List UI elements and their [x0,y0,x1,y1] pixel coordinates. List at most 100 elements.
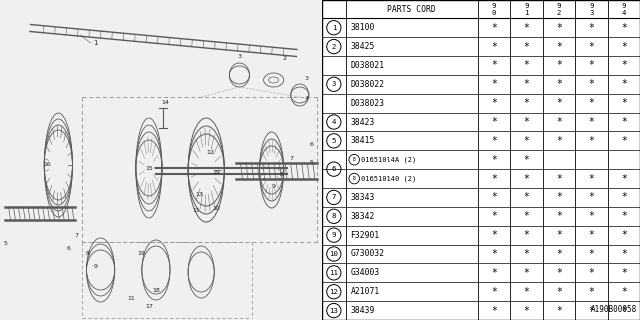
Text: 11: 11 [330,270,339,276]
Text: *: * [524,117,529,127]
Text: *: * [556,211,562,221]
Text: 5: 5 [3,241,7,246]
Text: *: * [588,117,595,127]
Text: *: * [524,155,529,165]
Text: 1: 1 [332,25,336,31]
Text: *: * [524,42,529,52]
Text: *: * [588,268,595,278]
Text: 38100: 38100 [351,23,375,32]
Text: 10: 10 [330,251,339,257]
Text: 9: 9 [332,232,336,238]
Text: 9: 9 [557,3,561,9]
Text: 4: 4 [332,119,336,125]
Text: *: * [491,98,497,108]
Text: *: * [491,42,497,52]
Text: *: * [621,230,627,240]
Text: *: * [524,173,529,184]
Text: 38343: 38343 [351,193,375,202]
Text: *: * [621,60,627,70]
Text: *: * [556,117,562,127]
Text: 7: 7 [290,156,294,161]
Text: 1: 1 [524,10,529,16]
Text: *: * [491,155,497,165]
Text: *: * [621,79,627,89]
Text: B: B [353,176,356,181]
Text: *: * [588,60,595,70]
Text: 14: 14 [161,100,169,106]
Text: 3: 3 [589,10,593,16]
Text: 9: 9 [524,3,529,9]
Text: *: * [524,268,529,278]
Text: *: * [524,249,529,259]
Text: *: * [621,136,627,146]
Text: 6: 6 [67,246,70,251]
Text: *: * [524,60,529,70]
Text: *: * [588,211,595,221]
Text: *: * [621,287,627,297]
Text: *: * [524,306,529,316]
Text: *: * [491,268,497,278]
Text: *: * [556,306,562,316]
Text: 4: 4 [305,95,309,100]
Text: *: * [621,173,627,184]
Text: 9: 9 [621,3,626,9]
Text: 9: 9 [93,264,97,269]
Text: *: * [588,98,595,108]
Text: *: * [556,98,562,108]
Text: 15: 15 [145,165,153,171]
Text: 13: 13 [330,308,339,314]
Text: G730032: G730032 [351,250,385,259]
Text: *: * [491,173,497,184]
Text: *: * [491,249,497,259]
Text: 38425: 38425 [351,42,375,51]
Text: D038021: D038021 [351,61,385,70]
Text: *: * [491,306,497,316]
Text: 38342: 38342 [351,212,375,221]
Text: *: * [524,287,529,297]
Text: 12: 12 [206,149,214,155]
Text: *: * [588,79,595,89]
Text: 38439: 38439 [351,306,375,315]
Text: *: * [491,230,497,240]
Text: *: * [556,249,562,259]
Text: 19: 19 [137,251,145,256]
Text: *: * [588,287,595,297]
Text: A21071: A21071 [351,287,380,296]
Text: 6: 6 [310,142,314,148]
Text: *: * [621,117,627,127]
Text: *: * [524,98,529,108]
Text: *: * [556,136,562,146]
Text: *: * [524,230,529,240]
Text: *: * [491,136,497,146]
Text: *: * [556,230,562,240]
Text: 5: 5 [310,161,314,165]
Text: *: * [621,23,627,33]
Text: *: * [491,287,497,297]
Text: *: * [524,192,529,203]
Text: 7: 7 [74,233,79,238]
Text: 11: 11 [127,296,134,301]
Text: *: * [621,249,627,259]
Text: *: * [524,23,529,33]
Text: *: * [524,136,529,146]
Text: *: * [491,60,497,70]
Text: 10: 10 [212,205,220,211]
Text: 7: 7 [332,195,336,200]
Text: 11: 11 [192,207,200,212]
Text: 13: 13 [195,193,203,197]
Text: *: * [556,268,562,278]
Text: *: * [588,42,595,52]
Text: 18: 18 [152,288,160,293]
Text: 3: 3 [305,76,309,81]
Text: *: * [556,287,562,297]
Text: *: * [588,23,595,33]
Text: B: B [353,157,356,162]
Text: 9: 9 [492,3,496,9]
Text: 1: 1 [93,40,98,46]
Text: 2: 2 [332,44,336,50]
Text: 38415: 38415 [351,136,375,145]
Text: *: * [524,79,529,89]
Text: *: * [556,173,562,184]
Text: *: * [621,42,627,52]
Text: *: * [588,249,595,259]
